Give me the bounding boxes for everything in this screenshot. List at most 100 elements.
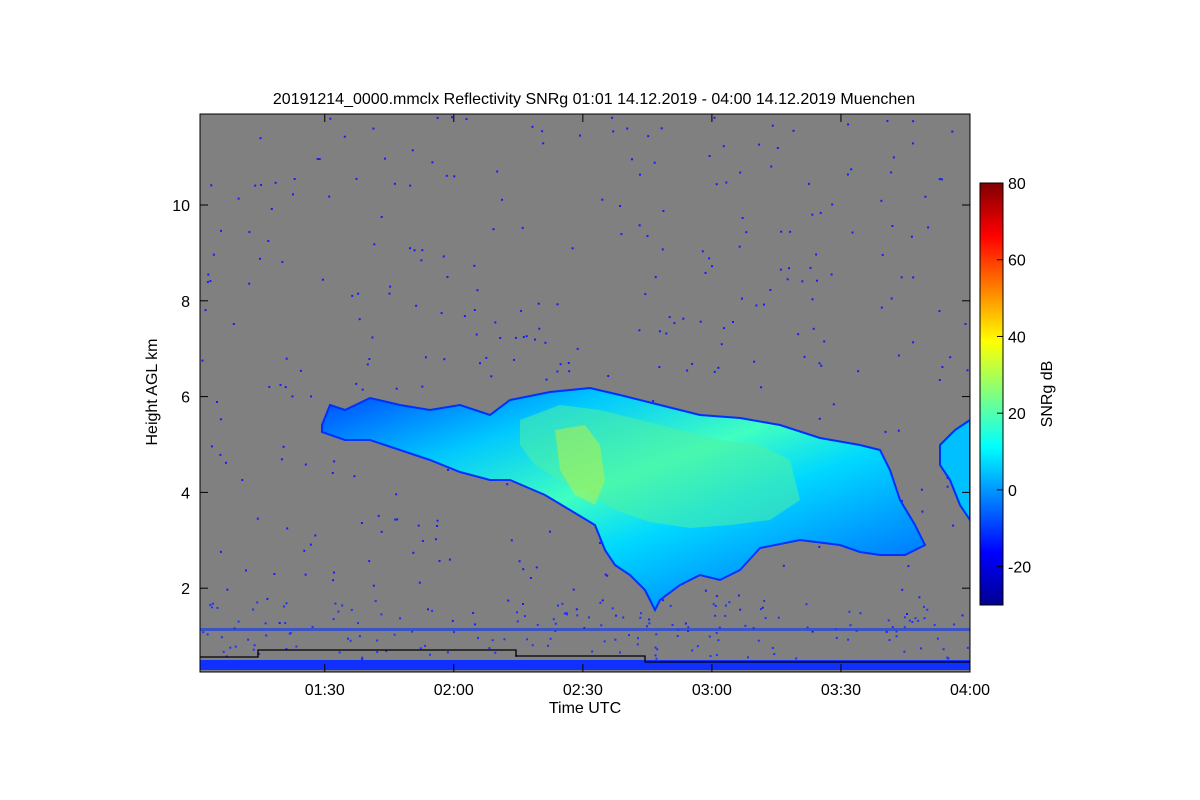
noise-speckle [942,648,945,651]
noise-speckle [880,306,883,309]
noise-speckle [241,479,244,481]
noise-speckle [805,603,808,606]
noise-speckle [284,622,287,625]
mode-line [200,649,970,663]
noise-speckle [648,622,651,625]
noise-speckle [691,649,694,652]
noise-speckle [788,267,790,270]
noise-speckle [614,638,617,641]
noise-speckle [673,322,676,325]
noise-speckle [282,445,285,448]
x-tick-label: 03:00 [692,682,732,699]
y-tick-label: 4 [181,485,190,502]
noise-speckle [476,289,479,292]
noise-speckle [536,623,539,626]
noise-speckle [372,127,375,130]
noise-speckle [708,155,711,157]
noise-speckle [531,644,534,647]
noise-speckle [557,604,559,607]
noise-speckle [343,135,346,138]
y-axis-label: Height AGL km [144,338,161,445]
noise-speckle [491,639,494,642]
noise-speckle [763,600,766,602]
noise-speckle [708,635,711,638]
noise-speckle [357,622,359,625]
noise-speckle [699,320,702,323]
y-tick-label: 6 [181,390,190,407]
noise-speckle [357,292,360,295]
noise-speckle [709,655,712,658]
noise-speckle [789,230,792,233]
noise-speckle [777,616,780,619]
noise-speckle [897,354,900,357]
noise-speckle [832,403,835,406]
noise-speckle [229,646,232,649]
y-tick-label: 10 [172,198,190,215]
noise-speckle [724,614,727,617]
noise-speckle [309,543,312,546]
noise-speckle [237,197,240,200]
noise-speckle [411,630,414,633]
noise-speckle [704,589,707,592]
noise-speckle [653,161,656,164]
noise-speckle [268,385,271,388]
noise-speckle [665,332,668,335]
noise-speckle [380,613,383,616]
noise-speckle [503,638,506,641]
noise-speckle [654,276,657,279]
noise-speckle [521,226,524,229]
noise-speckle [219,550,222,553]
noise-speckle [393,633,396,636]
noise-speckle [353,475,356,478]
noise-speckle [247,638,250,641]
noise-speckle [612,130,615,133]
noise-speckle [563,612,566,615]
x-tick-label: 04:00 [950,682,990,699]
noise-speckle [538,327,541,330]
noise-speckle [202,631,205,634]
noise-speckle [451,619,454,622]
noise-speckle [427,608,429,611]
noise-speckle [611,116,614,119]
noise-speckle [549,530,551,533]
noise-speckle [219,453,222,456]
noise-speckle [747,656,750,659]
noise-speckle [619,205,622,207]
noise-speckle [647,135,650,138]
noise-speckle [436,519,439,522]
noise-speckle [655,657,658,660]
noise-speckle [411,149,414,152]
noise-speckle [715,632,718,634]
noise-speckle [259,137,262,140]
noise-speckle [819,211,822,214]
noise-speckle [311,626,314,628]
noise-speckle [492,228,495,231]
noise-speckle [473,309,476,311]
noise-speckle [328,195,331,198]
noise-speckle [914,617,917,620]
x-tick-label: 03:30 [821,682,861,699]
noise-speckle [849,624,852,627]
noise-speckle [337,610,340,613]
noise-speckle [431,161,434,164]
noise-speckle [936,637,939,640]
x-axis: 01:30 02:00 02:30 03:00 03:30 04:00 [305,114,990,699]
noise-speckle [396,518,399,521]
noise-speckle [652,400,655,403]
noise-speckle [226,588,229,591]
noise-speckle [712,603,715,606]
noise-speckle [717,639,720,642]
noise-speckle [526,638,529,641]
noise-speckle [210,184,213,187]
noise-speckle [591,650,594,653]
noise-speckle [713,370,716,373]
noise-speckle [660,127,663,130]
noise-speckle [620,233,623,236]
noise-speckle [857,370,860,373]
noise-speckle [920,488,923,491]
noise-speckle [676,635,679,637]
noise-speckle [252,608,255,611]
noise-speckle [506,483,509,486]
noise-speckle [715,653,718,656]
noise-speckle [668,316,671,319]
